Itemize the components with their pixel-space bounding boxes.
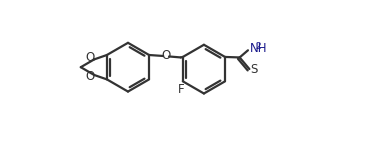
Text: 2: 2 [255,42,261,51]
Text: F: F [177,83,184,96]
Text: O: O [161,49,171,62]
Text: O: O [85,51,94,64]
Text: O: O [85,70,94,83]
Text: NH: NH [250,42,268,55]
Text: S: S [250,63,258,76]
